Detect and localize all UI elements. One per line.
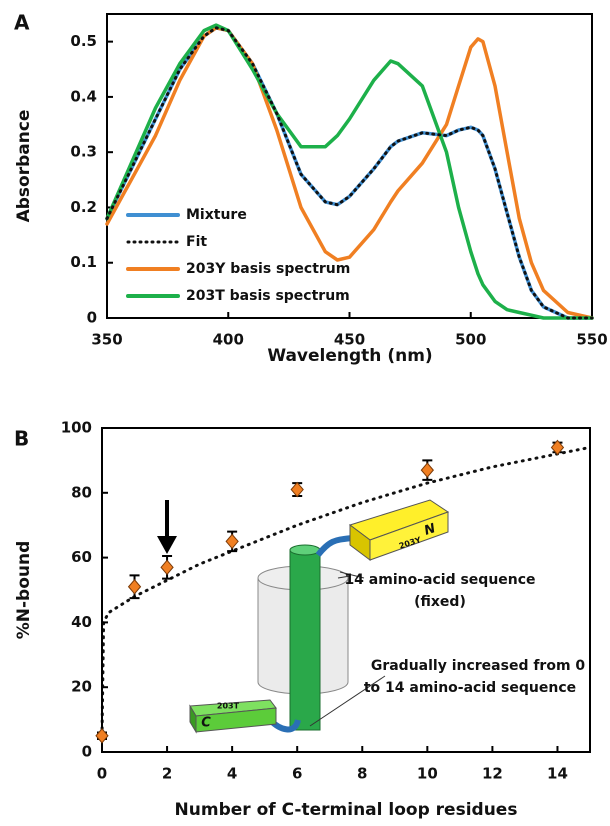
legend-label: 203T basis spectrum [186, 288, 350, 304]
x-tick-label: 12 [482, 765, 503, 783]
x-tick-label: 6 [292, 765, 302, 783]
data-point [550, 439, 565, 456]
schematic-label: C [201, 716, 211, 731]
line-series [105, 26, 594, 320]
legend-label: Fit [186, 234, 207, 250]
y-axis-title: Absorbance [14, 110, 34, 223]
y-tick-label: 40 [71, 613, 92, 631]
schematic-label: N [423, 521, 438, 539]
line-series [105, 23, 594, 320]
data-point [95, 728, 109, 744]
legend-label: Mixture [186, 207, 247, 223]
data-point [160, 559, 174, 576]
y-tick-label: 0.3 [70, 143, 97, 161]
plot-frame [101, 427, 591, 753]
annotation: 14 amino-acid sequence [344, 572, 535, 588]
data-point [290, 481, 304, 498]
x-tick-label: 400 [213, 331, 244, 349]
y-tick-label: 60 [71, 548, 92, 566]
x-tick-label: 0 [97, 765, 107, 783]
data-point [420, 462, 434, 478]
x-axis-title: Wavelength (nm) [267, 346, 432, 366]
x-tick-label: 8 [357, 765, 367, 783]
y-tick-label: 0.4 [70, 87, 97, 105]
x-tick-label: 450 [334, 331, 365, 349]
x-tick-label: 350 [91, 331, 122, 349]
x-tick-label: 2 [162, 765, 172, 783]
annotation: Gradually increased from 0 [371, 658, 586, 674]
legend-label: 203Y basis spectrum [186, 261, 350, 277]
x-tick-label: 4 [227, 765, 237, 783]
y-axis-title: %N-bound [14, 541, 34, 640]
annotation: (fixed) [414, 594, 466, 610]
x-tick-label: 14 [547, 765, 568, 783]
annotation: to 14 amino-acid sequence [364, 680, 576, 696]
y-tick-label: 100 [61, 419, 92, 437]
y-tick-label: 0.5 [70, 32, 97, 50]
data-point [127, 578, 142, 595]
schematic-label: 203T [217, 702, 240, 711]
x-tick-label: 550 [576, 331, 607, 349]
data-point [225, 533, 239, 550]
y-tick-label: 80 [71, 483, 92, 501]
arrow [157, 500, 177, 554]
y-tick-label: 0 [82, 743, 92, 761]
panel-label: B [14, 427, 29, 451]
y-tick-label: 0.2 [70, 198, 97, 216]
x-axis-title: Number of C-terminal loop residues [175, 800, 518, 820]
y-tick-label: 0 [87, 309, 97, 327]
panel-label: A [14, 11, 30, 35]
y-tick-label: 20 [71, 678, 92, 696]
x-tick-label: 10 [417, 765, 438, 783]
schematic [189, 499, 450, 734]
x-tick-label: 500 [455, 331, 486, 349]
y-tick-label: 0.1 [70, 253, 97, 271]
